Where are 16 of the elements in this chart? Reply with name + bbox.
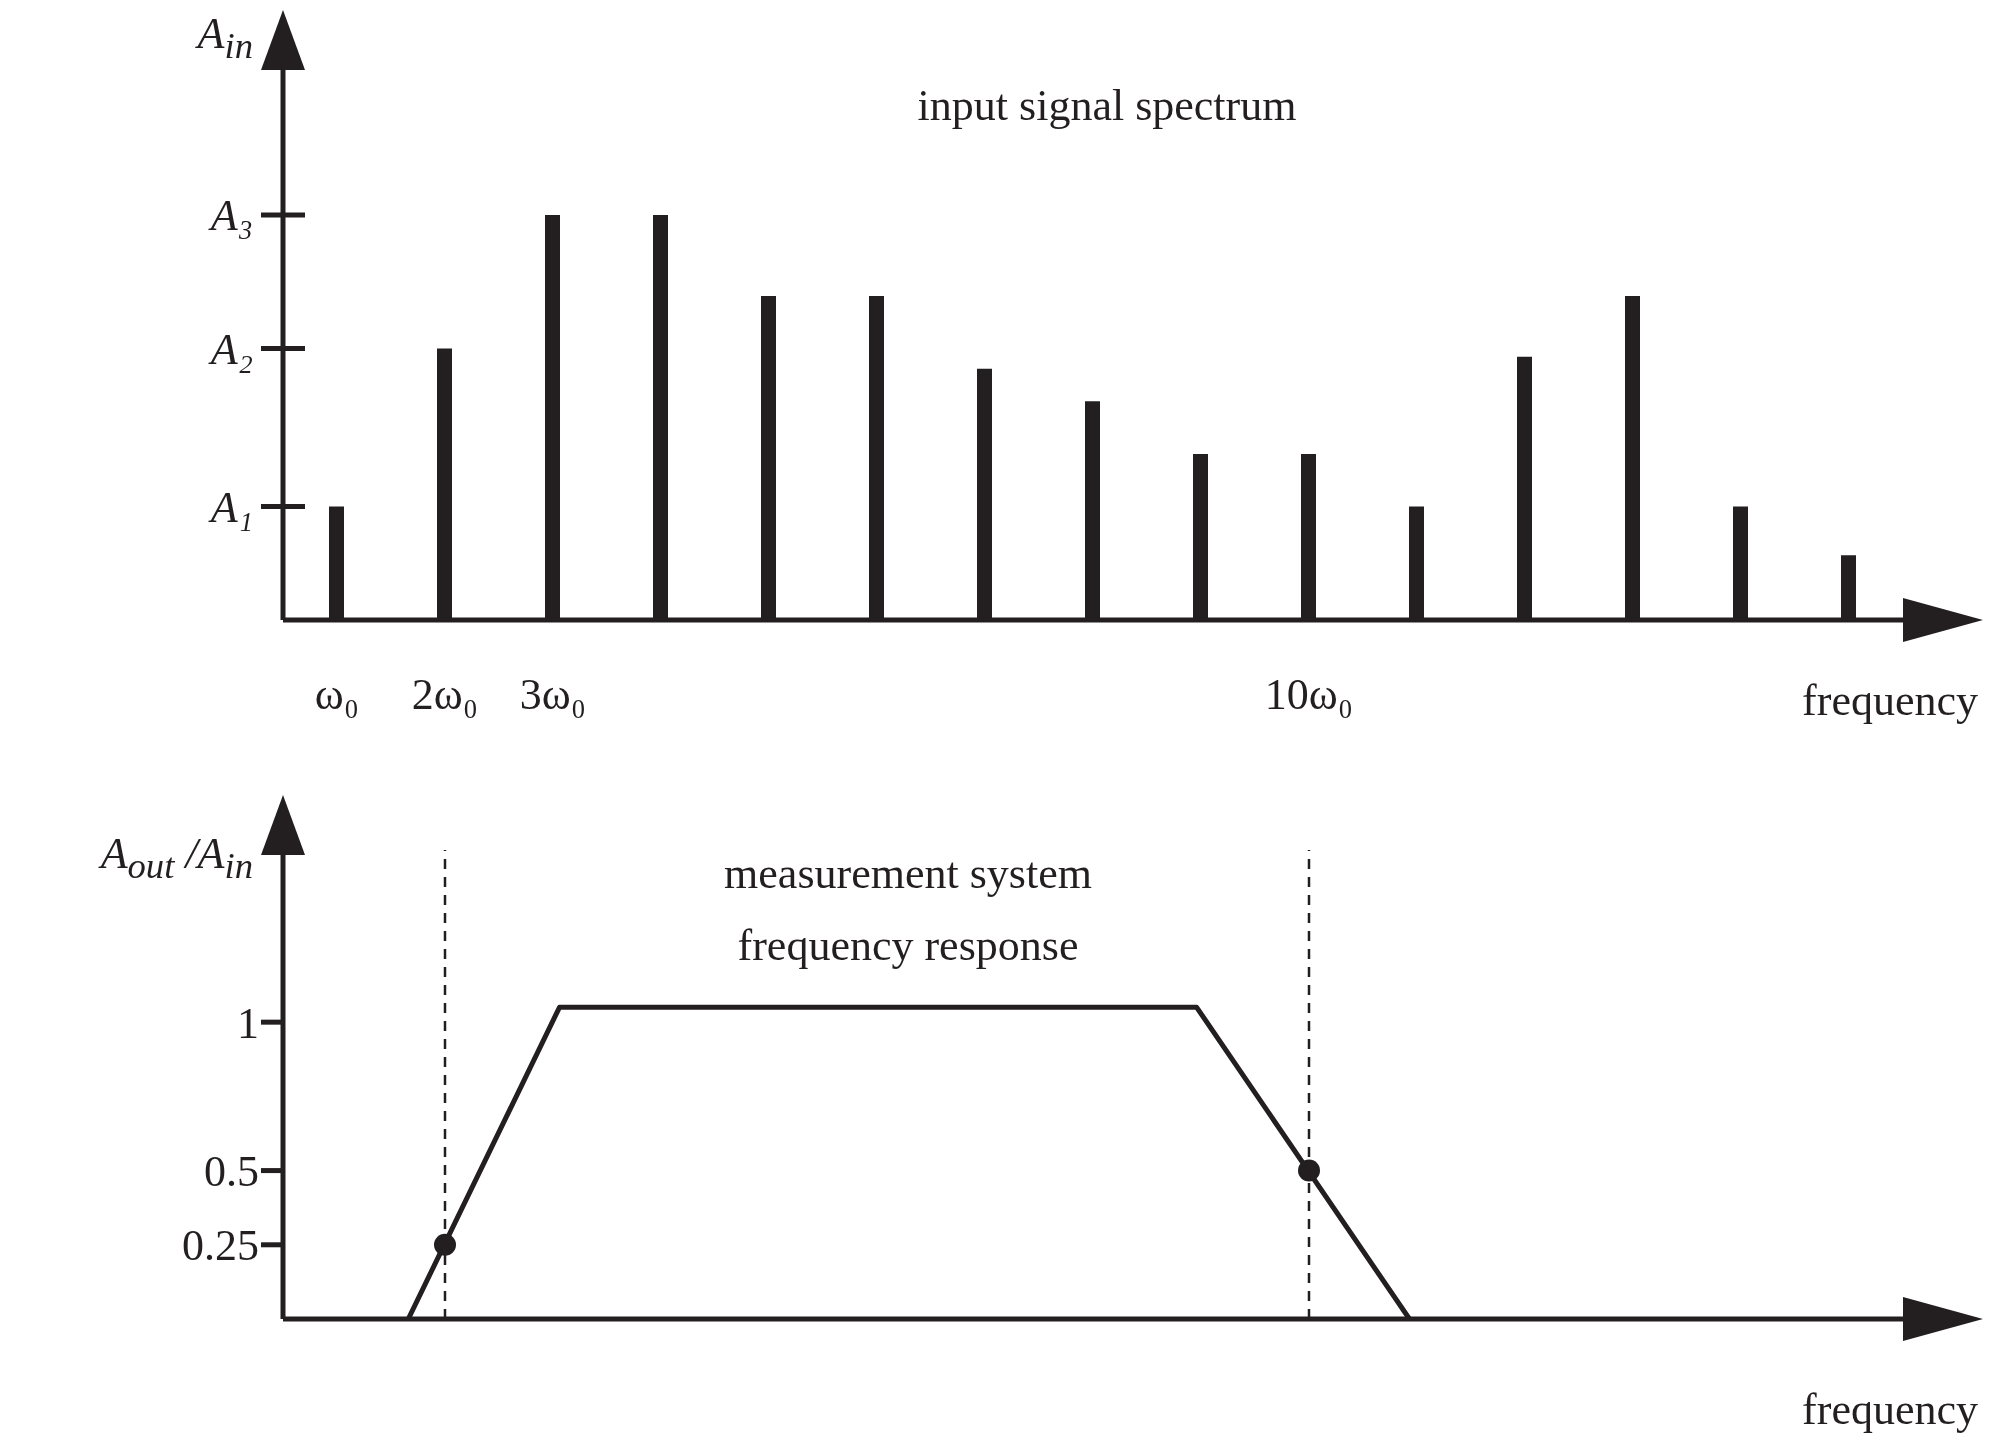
ref-line-label: A₃ — [207, 191, 253, 241]
text: measurement system frequency response — [723, 848, 1093, 972]
x-tick-label: 3ω₀ — [519, 670, 587, 720]
x-tick-label: ω₀ — [314, 670, 360, 720]
chart-title: input signal spectrum — [917, 80, 1297, 131]
x-axis-title: frequency — [1802, 1384, 1978, 1435]
y-axis-title: A$_{in}$ — [197, 8, 253, 67]
x-tick-label: 10ω₀ — [1264, 670, 1354, 720]
ref-line-label: A₂ — [207, 324, 253, 374]
ref-line-label: A₁ — [207, 482, 253, 532]
x-tick-label: 2ω₀ — [411, 670, 479, 720]
y-tick-label: 0.25 — [182, 1221, 259, 1271]
y-axis-title: A$_{out}$ /A$_{in}$ — [100, 828, 253, 887]
y-tick-label: 0.5 — [204, 1147, 259, 1197]
y-tick-label: 1 — [237, 998, 259, 1048]
x-axis-title: frequency — [1802, 675, 1978, 726]
